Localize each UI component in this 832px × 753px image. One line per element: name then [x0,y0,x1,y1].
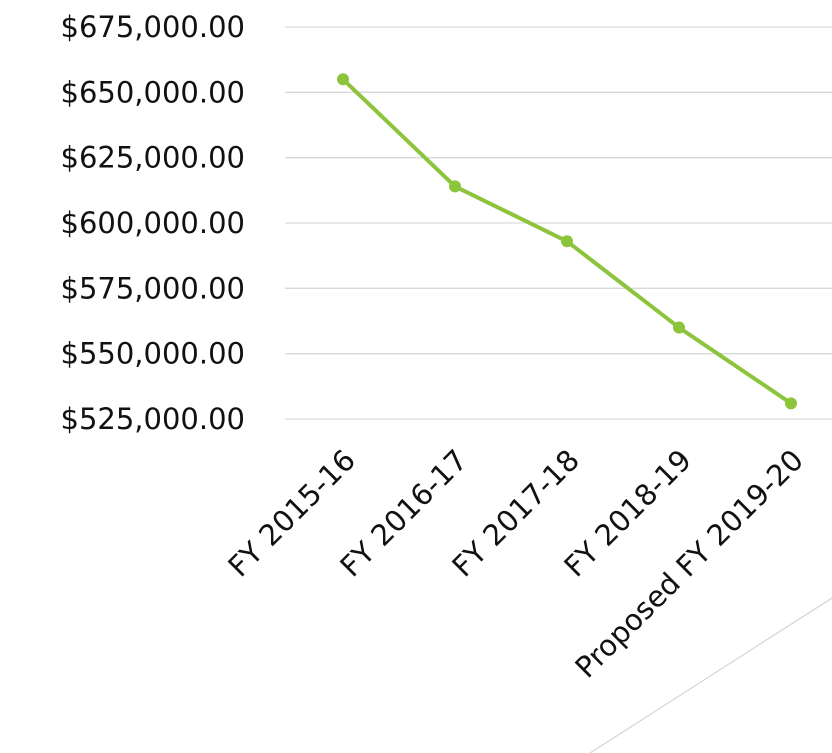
data-point [673,321,685,334]
y-tick-label: $600,000.00 [61,206,246,240]
data-point [449,180,461,193]
series-group [337,73,797,410]
y-tick-label: $650,000.00 [61,75,246,109]
y-tick-label: $575,000.00 [61,271,246,305]
decorative-diagonal-line [589,597,832,753]
data-point [561,235,573,248]
data-point [785,397,797,410]
x-tick-label: Proposed FY 2019-20 [568,443,809,684]
y-tick-label: $525,000.00 [61,402,246,436]
y-tick-label: $550,000.00 [61,337,246,371]
y-tick-label: $625,000.00 [61,141,246,175]
gridlines [285,26,832,420]
y-axis-ticks: $675,000.00 $650,000.00 $625,000.00 $600,00… [61,10,246,436]
data-point [337,73,349,86]
y-tick-label: $675,000.00 [61,10,246,44]
